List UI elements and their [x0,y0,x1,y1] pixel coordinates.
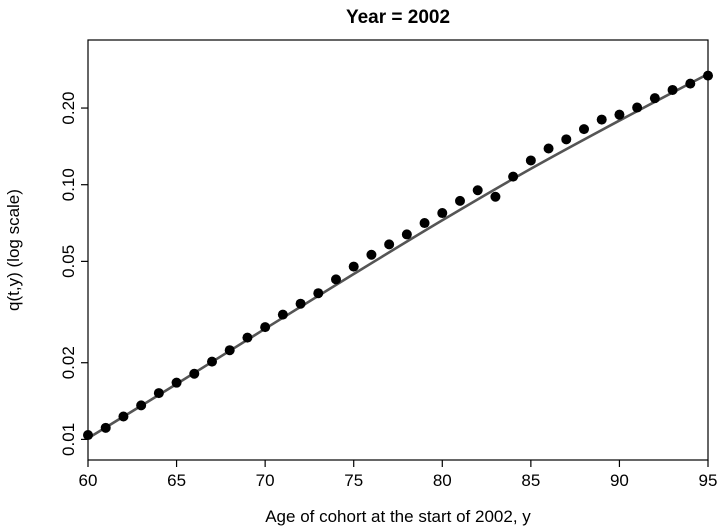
x-tick-label: 80 [433,471,452,490]
y-tick-label: 0.20 [59,91,78,124]
x-tick-label: 95 [699,471,718,490]
data-point [171,377,182,388]
y-axis-label: q(t,y) (log scale) [4,189,23,311]
data-point [224,345,235,356]
data-point [508,171,519,182]
data-point [366,249,377,260]
data-point [490,191,501,202]
data-point [118,411,129,422]
data-point [331,274,341,285]
chart-title: Year = 2002 [346,7,450,28]
data-point [667,84,678,95]
y-tick-label: 0.05 [59,245,78,278]
data-point [277,309,288,320]
data-point [543,143,554,154]
data-point [207,356,217,367]
x-axis: 60 65 70 75 80 85 90 95 [79,460,718,490]
y-tick-label: 0.10 [59,168,78,201]
y-tick-label: 0.02 [59,346,78,379]
data-point [295,298,306,309]
data-point [596,114,607,125]
data-point [83,430,93,441]
fitted-curve-layer [87,72,709,440]
x-tick-label: 85 [521,471,540,490]
data-point [401,229,412,240]
data-point [525,155,536,166]
y-axis: 0.01 0.02 0.05 0.10 0.20 [59,91,88,456]
data-point [242,332,253,343]
x-axis-label: Age of cohort at the start of 2002, y [265,507,531,526]
data-point [348,261,359,272]
data-point [313,288,324,299]
data-point [100,422,111,433]
x-tick-label: 70 [256,471,275,490]
data-point [153,388,164,399]
data-point [685,78,696,89]
data-point [189,368,200,379]
data-point [632,102,643,113]
data-point [472,185,483,196]
x-tick-label: 90 [610,471,629,490]
plot-frame [87,39,709,461]
fitted-curve [87,72,709,440]
data-point [649,93,660,104]
data-point [455,195,465,206]
data-point [437,208,448,219]
data-point [561,134,572,145]
x-tick-label: 60 [79,471,98,490]
data-point [614,109,625,120]
data-point [703,70,713,81]
data-point [579,124,589,135]
data-point [136,400,147,411]
y-tick-label: 0.01 [59,423,78,456]
x-tick-label: 75 [344,471,363,490]
data-point [419,218,430,229]
data-point [260,322,271,333]
data-point [384,239,395,250]
data-points-layer [83,70,713,441]
x-tick-label: 65 [167,471,186,490]
